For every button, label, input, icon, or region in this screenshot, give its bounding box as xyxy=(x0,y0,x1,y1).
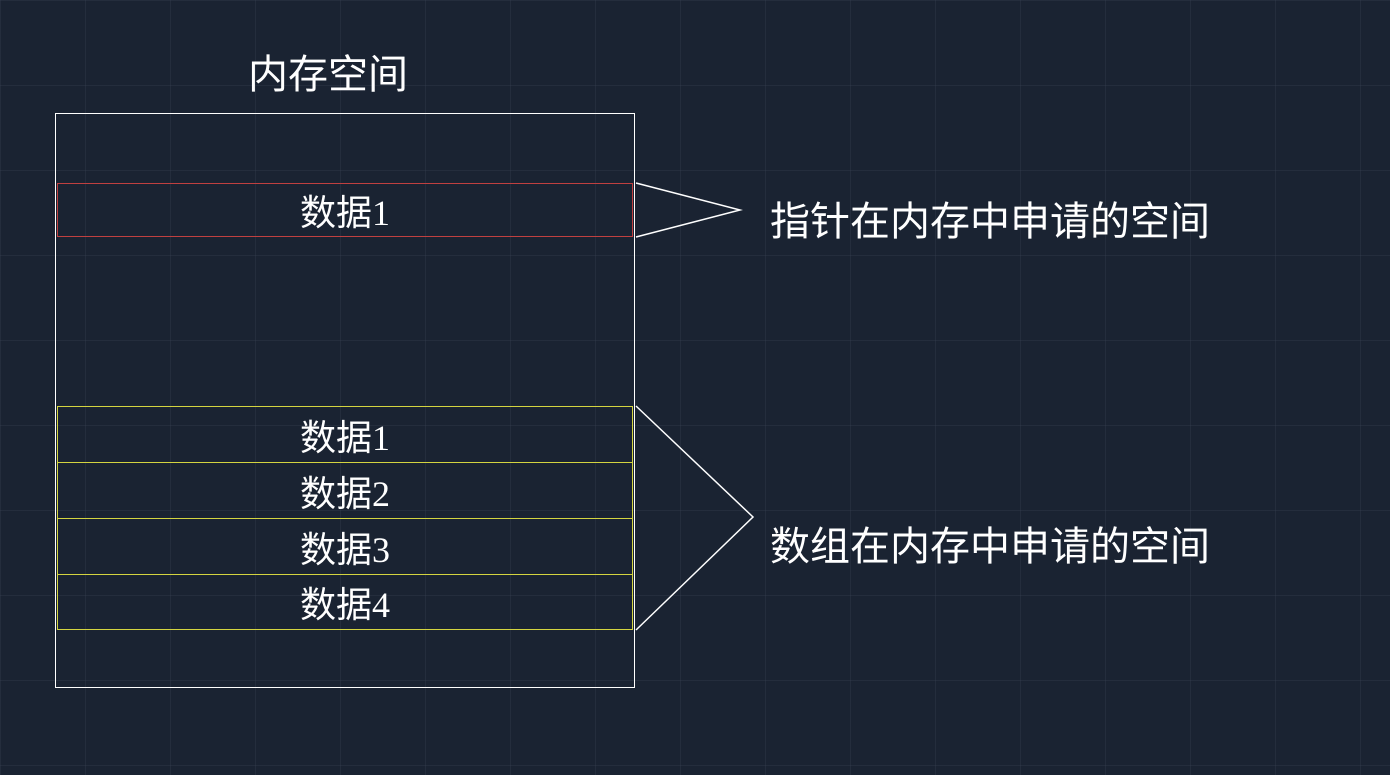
array-annotation-text: 数组在内存中申请的空间 xyxy=(770,524,1210,569)
array-data-row-4: 数据4 xyxy=(57,574,633,630)
array-data-label-3: 数据3 xyxy=(300,521,390,573)
diagram-title: 内存空间 xyxy=(248,42,408,100)
pointer-annotation-text: 指针在内存中申请的空间 xyxy=(770,199,1210,244)
array-data-row-1: 数据1 xyxy=(57,406,633,462)
pointer-annotation: 指针在内存中申请的空间 xyxy=(770,189,1210,247)
pointer-data-row: 数据1 xyxy=(57,183,633,237)
array-data-label-4: 数据4 xyxy=(300,576,390,628)
array-data-row-3: 数据3 xyxy=(57,518,633,574)
array-data-label-2: 数据2 xyxy=(300,465,390,517)
pointer-data-label: 数据1 xyxy=(300,184,390,236)
array-annotation: 数组在内存中申请的空间 xyxy=(770,514,1210,572)
title-text: 内存空间 xyxy=(248,52,408,97)
array-data-label-1: 数据1 xyxy=(300,409,390,461)
array-data-row-2: 数据2 xyxy=(57,462,633,518)
